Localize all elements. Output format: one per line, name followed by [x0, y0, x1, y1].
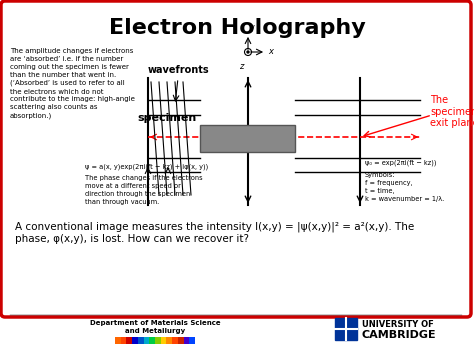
Bar: [172, 337, 178, 344]
Text: A conventional image measures the intensity I(x,y) = |ψ(x,y)|² = a²(x,y). The: A conventional image measures the intens…: [15, 222, 414, 233]
Bar: [155, 337, 161, 344]
Bar: [121, 337, 127, 344]
Text: The amplitude changes if electrons
are ‘absorbed’ i.e. if the number
coming out : The amplitude changes if electrons are ‘…: [10, 48, 135, 119]
Bar: [178, 337, 183, 344]
Text: wavefronts: wavefronts: [147, 65, 209, 75]
FancyBboxPatch shape: [1, 1, 471, 317]
Bar: [149, 337, 155, 344]
Bar: [144, 337, 149, 344]
Text: UNIVERSITY OF: UNIVERSITY OF: [362, 320, 434, 329]
Text: y: y: [250, 23, 255, 32]
Text: Electron Holography: Electron Holography: [109, 18, 365, 38]
Bar: [189, 337, 195, 344]
Circle shape: [247, 51, 249, 53]
Text: ψ = a(x, y)exp(2πi(ft − kz) + iφ(x, y)): ψ = a(x, y)exp(2πi(ft − kz) + iφ(x, y)): [85, 164, 208, 170]
Text: Department of Materials Science: Department of Materials Science: [90, 320, 220, 326]
Text: specimen: specimen: [138, 113, 197, 123]
Text: and Metallurgy: and Metallurgy: [125, 328, 185, 334]
Bar: [335, 318, 357, 340]
Text: x: x: [268, 47, 273, 55]
Bar: [200, 125, 295, 152]
Bar: [132, 337, 138, 344]
Bar: [161, 337, 166, 344]
Text: phase, φ(x,y), is lost. How can we recover it?: phase, φ(x,y), is lost. How can we recov…: [15, 234, 249, 244]
Text: The phase changes if the electrons
move at a different speed or
direction throug: The phase changes if the electrons move …: [85, 175, 202, 205]
Bar: [166, 337, 172, 344]
Text: CAMBRIDGE: CAMBRIDGE: [362, 330, 437, 340]
Text: ψ₀ = exp(2πi(ft − kz)): ψ₀ = exp(2πi(ft − kz)): [365, 160, 437, 166]
Bar: [127, 337, 132, 344]
Text: Symbols:
f = frequency,
t = time,
k = wavenumber = 1/λ.: Symbols: f = frequency, t = time, k = wa…: [365, 172, 444, 202]
Text: The
specimen
exit plane: The specimen exit plane: [430, 95, 474, 128]
Bar: [115, 337, 121, 344]
Text: z: z: [239, 62, 243, 71]
Bar: [183, 337, 189, 344]
Bar: [138, 337, 144, 344]
